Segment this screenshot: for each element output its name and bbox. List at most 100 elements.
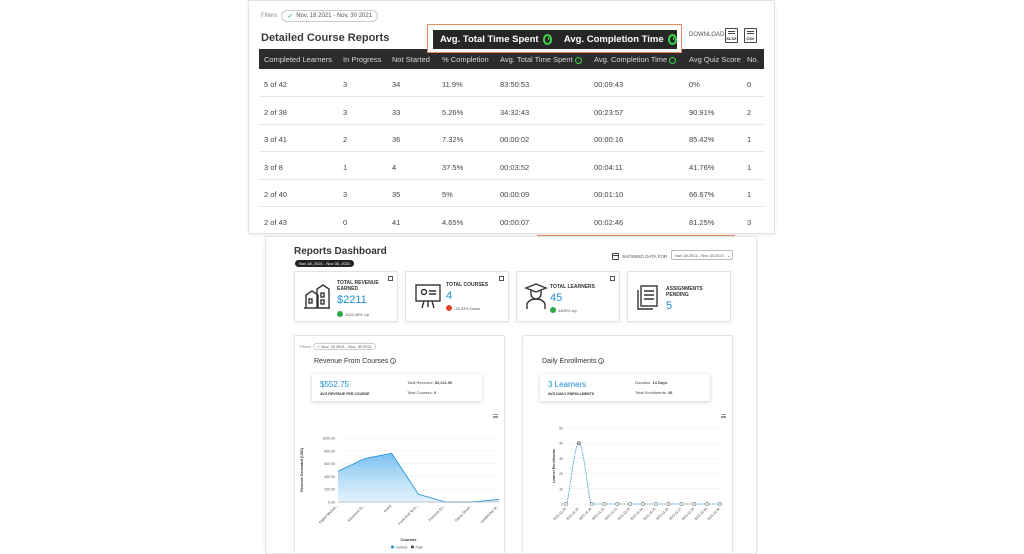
- table-cell: 81.25%: [689, 217, 715, 227]
- column-header[interactable]: Avg. Total Time Spent: [500, 55, 582, 64]
- y-tick-label: 20: [559, 472, 563, 476]
- revenue-area-chart: 0.00 200.00 400.00 600.00 800.00 1000.00 Reven…: [300, 437, 500, 550]
- data-label: 40: [577, 442, 581, 446]
- x-tick-label: Digital Marketi...: [318, 504, 339, 525]
- column-header[interactable]: Completed Learners: [264, 55, 332, 64]
- date-filter-chip[interactable]: ✓ Nov, 18 2021 - Nov, 30 2021: [312, 343, 376, 350]
- date-range-select[interactable]: Nov 18,2021 - Nov 30,2021 ⌄: [671, 250, 733, 260]
- calendar-icon[interactable]: [610, 276, 615, 281]
- table-cell: 2: [343, 135, 348, 144]
- filters-label: Filters: [261, 13, 278, 19]
- tooltip-label-total-time: Avg. Total Time Spent: [440, 34, 539, 45]
- card-label: TOTAL COURSES: [446, 282, 489, 288]
- date-filter-chip[interactable]: ✓ Nov, 18 2021 - Nov, 30 2021: [281, 10, 379, 22]
- table-row[interactable]: 3 of 41 2 36 7.32% 00:00:02 00:00:16 85.42% 1: [259, 125, 764, 152]
- legend-label: Past: [416, 546, 423, 550]
- data-point: [576, 441, 581, 446]
- info-icon[interactable]: i: [598, 358, 605, 365]
- date-range-pill: Nov 18, 2021 - Nov 30, 2021: [295, 260, 355, 267]
- y-tick-label: 400.00: [324, 475, 335, 479]
- total-revenue-card[interactable]: TOTAL REVENUE EARNED $2211 1125.46% Up: [294, 271, 398, 322]
- table-cell: 5.26%: [442, 107, 464, 117]
- table-row[interactable]: 3 of 8 1 4 37.5% 00:03:52 00:04:11 41.76% 1: [259, 153, 764, 180]
- table-cell: 90.91%: [689, 107, 715, 117]
- avg-enrollments-caption: AVG DAILY ENROLLMENTS: [548, 392, 595, 396]
- csv-download-icon[interactable]: CSV: [744, 28, 757, 43]
- table-cell: 3: [747, 217, 752, 227]
- table-cell: 4: [392, 162, 397, 172]
- card-value: 4: [446, 290, 453, 302]
- table-cell: 2 of 43: [264, 217, 287, 227]
- table-row[interactable]: 2 of 38 3 33 5.26% 34:32:43 00:23:57 90.91% 2: [259, 98, 764, 125]
- column-header[interactable]: In Progress: [343, 55, 382, 64]
- column-header[interactable]: % Completion: [442, 55, 489, 64]
- data-point: [589, 502, 594, 506]
- table-cell: 2 of 40: [264, 190, 287, 199]
- presentation-icon: [415, 284, 441, 309]
- calendar-icon: [612, 253, 619, 260]
- y-axis-label: Learner Enrollments: [552, 449, 556, 483]
- card-change: -33.33% Down: [446, 305, 480, 311]
- table-cell: 2 of 38: [264, 107, 287, 117]
- table-header: Completed Learners In Progress Not Start…: [259, 49, 764, 69]
- table-cell: 36: [392, 135, 401, 144]
- section-title: Detailed Course Reports: [261, 32, 390, 44]
- table-cell: 00:23:57: [594, 107, 624, 117]
- revenue-summary-box: $552.75 AVG REVENUE PER COURSE Total Rev…: [312, 374, 482, 401]
- stopwatch-icon: [669, 56, 677, 64]
- assignments-pending-card[interactable]: ASSIGNMENTS PENDING 5: [627, 271, 731, 322]
- tooltip-label-completion-time: Avg. Completion Time: [563, 34, 664, 45]
- xlsx-download-icon[interactable]: XLSX: [725, 28, 738, 43]
- download-label: DOWNLOAD: [689, 32, 725, 38]
- table-row[interactable]: 5 of 42 3 34 11.9% 83:50:53 00:09:43 0% 0: [259, 70, 764, 97]
- y-tick-label: 1000.00: [322, 437, 335, 441]
- chart-menu-icon[interactable]: [493, 414, 498, 418]
- table-cell: 00:00:09: [500, 190, 530, 199]
- column-header[interactable]: Avg Quiz Score: [689, 55, 741, 64]
- column-header[interactable]: Not Started: [392, 55, 430, 64]
- card-label: TOTAL REVENUE EARNED: [337, 280, 379, 292]
- table-cell: 85.42%: [689, 135, 715, 144]
- table-cell: 00:03:52: [500, 162, 530, 172]
- table-row[interactable]: 2 of 43 0 41 4.65% 00:00:07 00:02:46 81.25% 3: [259, 208, 764, 234]
- total-learners-card[interactable]: TOTAL LEARNERS 45 4400% Up: [516, 271, 620, 322]
- table-cell: 3: [343, 80, 348, 89]
- info-icon[interactable]: i: [390, 358, 397, 365]
- data-point: [718, 502, 722, 506]
- table-cell: 41.76%: [689, 162, 715, 172]
- stopwatch-icon: [574, 56, 582, 64]
- card-change: 4400% Up: [550, 307, 577, 313]
- calendar-icon[interactable]: [388, 276, 393, 281]
- column-header[interactable]: Avg. Completion Time: [594, 55, 677, 64]
- table-cell: 2: [747, 107, 752, 117]
- series-area-current: [338, 453, 499, 502]
- table-cell: 4.65%: [442, 217, 464, 227]
- table-cell: 00:02:46: [594, 217, 624, 227]
- card-label: ASSIGNMENTS PENDING: [666, 286, 703, 298]
- reports-dashboard-panel: Reports Dashboard Nov 18, 2021 - Nov 30,…: [265, 236, 757, 554]
- card-value: $2211: [337, 294, 367, 306]
- table-cell: 34: [392, 80, 401, 89]
- table-cell: 5%: [442, 190, 453, 199]
- column-header[interactable]: No.: [747, 55, 759, 64]
- y-tick-label: 40: [559, 442, 563, 446]
- y-tick-label: 0.00: [328, 501, 335, 505]
- y-tick-label: 600.00: [324, 462, 335, 466]
- stopwatch-icon: [667, 34, 677, 45]
- data-point: [641, 502, 645, 506]
- table-cell: 3 of 41: [264, 135, 287, 144]
- table-cell: 00:04:11: [594, 162, 623, 172]
- enrollment-chart-panel: Daily Enrollments i 3 Learners AVG DAILY…: [522, 335, 733, 553]
- table-row[interactable]: 2 of 40 3 35 5% 00:00:09 00:01:10 66.67% 1: [259, 180, 764, 207]
- chart-menu-icon[interactable]: [721, 414, 726, 418]
- data-point: [679, 502, 684, 506]
- x-tick-label: Advanced Di...: [347, 504, 366, 523]
- total-courses-card[interactable]: TOTAL COURSES 4 -33.33% Down: [405, 271, 509, 322]
- y-tick-label: 50: [559, 427, 563, 431]
- calendar-icon[interactable]: [499, 276, 504, 281]
- showing-data-for: SHOWING DATA FOR: [612, 253, 667, 260]
- table-cell: 1: [343, 162, 348, 172]
- table-cell: 0%: [689, 80, 700, 89]
- date-filter-text: Nov, 18 2021 - Nov, 30 2021: [296, 13, 373, 19]
